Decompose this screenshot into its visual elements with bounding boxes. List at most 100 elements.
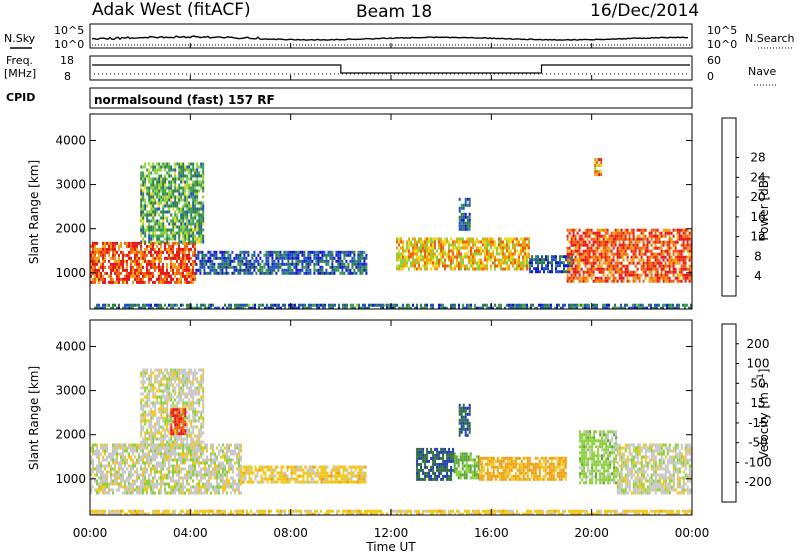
echo-cell [606,258,609,262]
echo-cell [186,213,189,217]
echo-cell [178,195,181,199]
echo-cell [190,210,193,214]
echo-cell [110,241,112,245]
echo-cell [590,243,593,247]
echo-cell [150,377,153,381]
echo-cell [470,246,472,250]
echo-cell [122,467,124,471]
echo-cell [184,183,187,187]
echo-cell [148,395,151,399]
echo-cell [194,274,196,278]
echo-cell [192,210,195,214]
echo-cell [176,464,178,468]
echo-cell [146,262,148,266]
echo-cell [650,249,653,253]
echo-cell [410,252,412,256]
echo-cell [536,306,538,309]
echo-cell [237,256,240,260]
echo-cell [297,259,300,263]
echo-cell [238,479,240,483]
echo-cell [600,161,603,165]
echo-cell [531,258,533,262]
echo-cell [114,268,116,272]
echo-cell [140,443,142,447]
cpid-value: normalsound (fast) 157 RF [94,93,275,107]
echo-cell [357,268,360,272]
echo-cell [541,255,543,259]
echo-cell [247,262,250,266]
echo-cell [570,234,573,238]
echo-cell [186,216,189,220]
echo-cell [182,171,185,175]
echo-cell [424,255,426,259]
echo-cell [198,219,201,223]
echo-cell [164,162,167,166]
echo-cell [229,256,232,260]
echo-cell [158,491,160,495]
echo-cell [424,252,426,256]
echo-cell [688,237,691,241]
echo-cell [216,455,218,459]
echo-cell [144,280,146,284]
echo-cell [660,234,663,238]
echo-cell [138,446,140,450]
echo-cell [178,228,181,232]
echo-cell [174,237,177,241]
echo-cell [327,271,330,275]
echo-cell [172,473,174,477]
echo-cell [484,252,486,256]
echo-cell [124,303,126,307]
echo-cell [349,271,352,275]
echo-cell [130,464,132,468]
echo-cell [162,213,165,217]
echo-cell [178,219,181,223]
echo-cell [676,255,679,259]
echo-cell [686,246,689,250]
echo-cell [195,262,198,266]
echo-cell [110,488,112,492]
echo-cell [206,491,208,495]
echo-cell [215,256,218,260]
echo-cell [126,280,128,284]
echo-cell [472,237,474,241]
echo-cell [156,374,159,378]
echo-cell [164,395,167,399]
echo-cell [201,262,204,266]
echo-cell [446,264,448,268]
echo-cell [198,210,201,214]
echo-cell [662,273,665,277]
echo-cell [130,449,132,453]
echo-cell [602,228,605,232]
echo-cell [460,212,463,216]
echo-cell [158,228,161,232]
echo-cell [598,261,601,265]
echo-cell [168,234,171,238]
echo-cell [94,274,96,278]
echo-cell [331,253,334,257]
echo-cell [150,228,153,232]
echo-cell [100,306,102,309]
echo-cell [440,258,442,262]
echo-cell [221,271,224,275]
echo-cell [190,231,193,235]
echo-cell [144,256,146,260]
echo-cell [144,213,147,217]
echo-cell [158,192,161,196]
echo-cell [114,259,116,263]
echo-cell [152,449,154,453]
echo-cell [275,256,278,260]
echo-cell [174,162,177,166]
echo-cell [412,252,414,256]
echo-cell [142,180,145,184]
echo-cell [180,467,182,471]
echo-cell [148,277,150,281]
echo-cell [440,246,442,250]
echo-cell [606,273,609,277]
echo-cell [498,303,500,307]
echo-cell [194,247,196,251]
echo-cell [146,428,149,432]
echo-cell [660,249,663,253]
echo-cell [170,168,173,172]
echo-cell [150,470,152,474]
echo-cell [526,255,528,259]
